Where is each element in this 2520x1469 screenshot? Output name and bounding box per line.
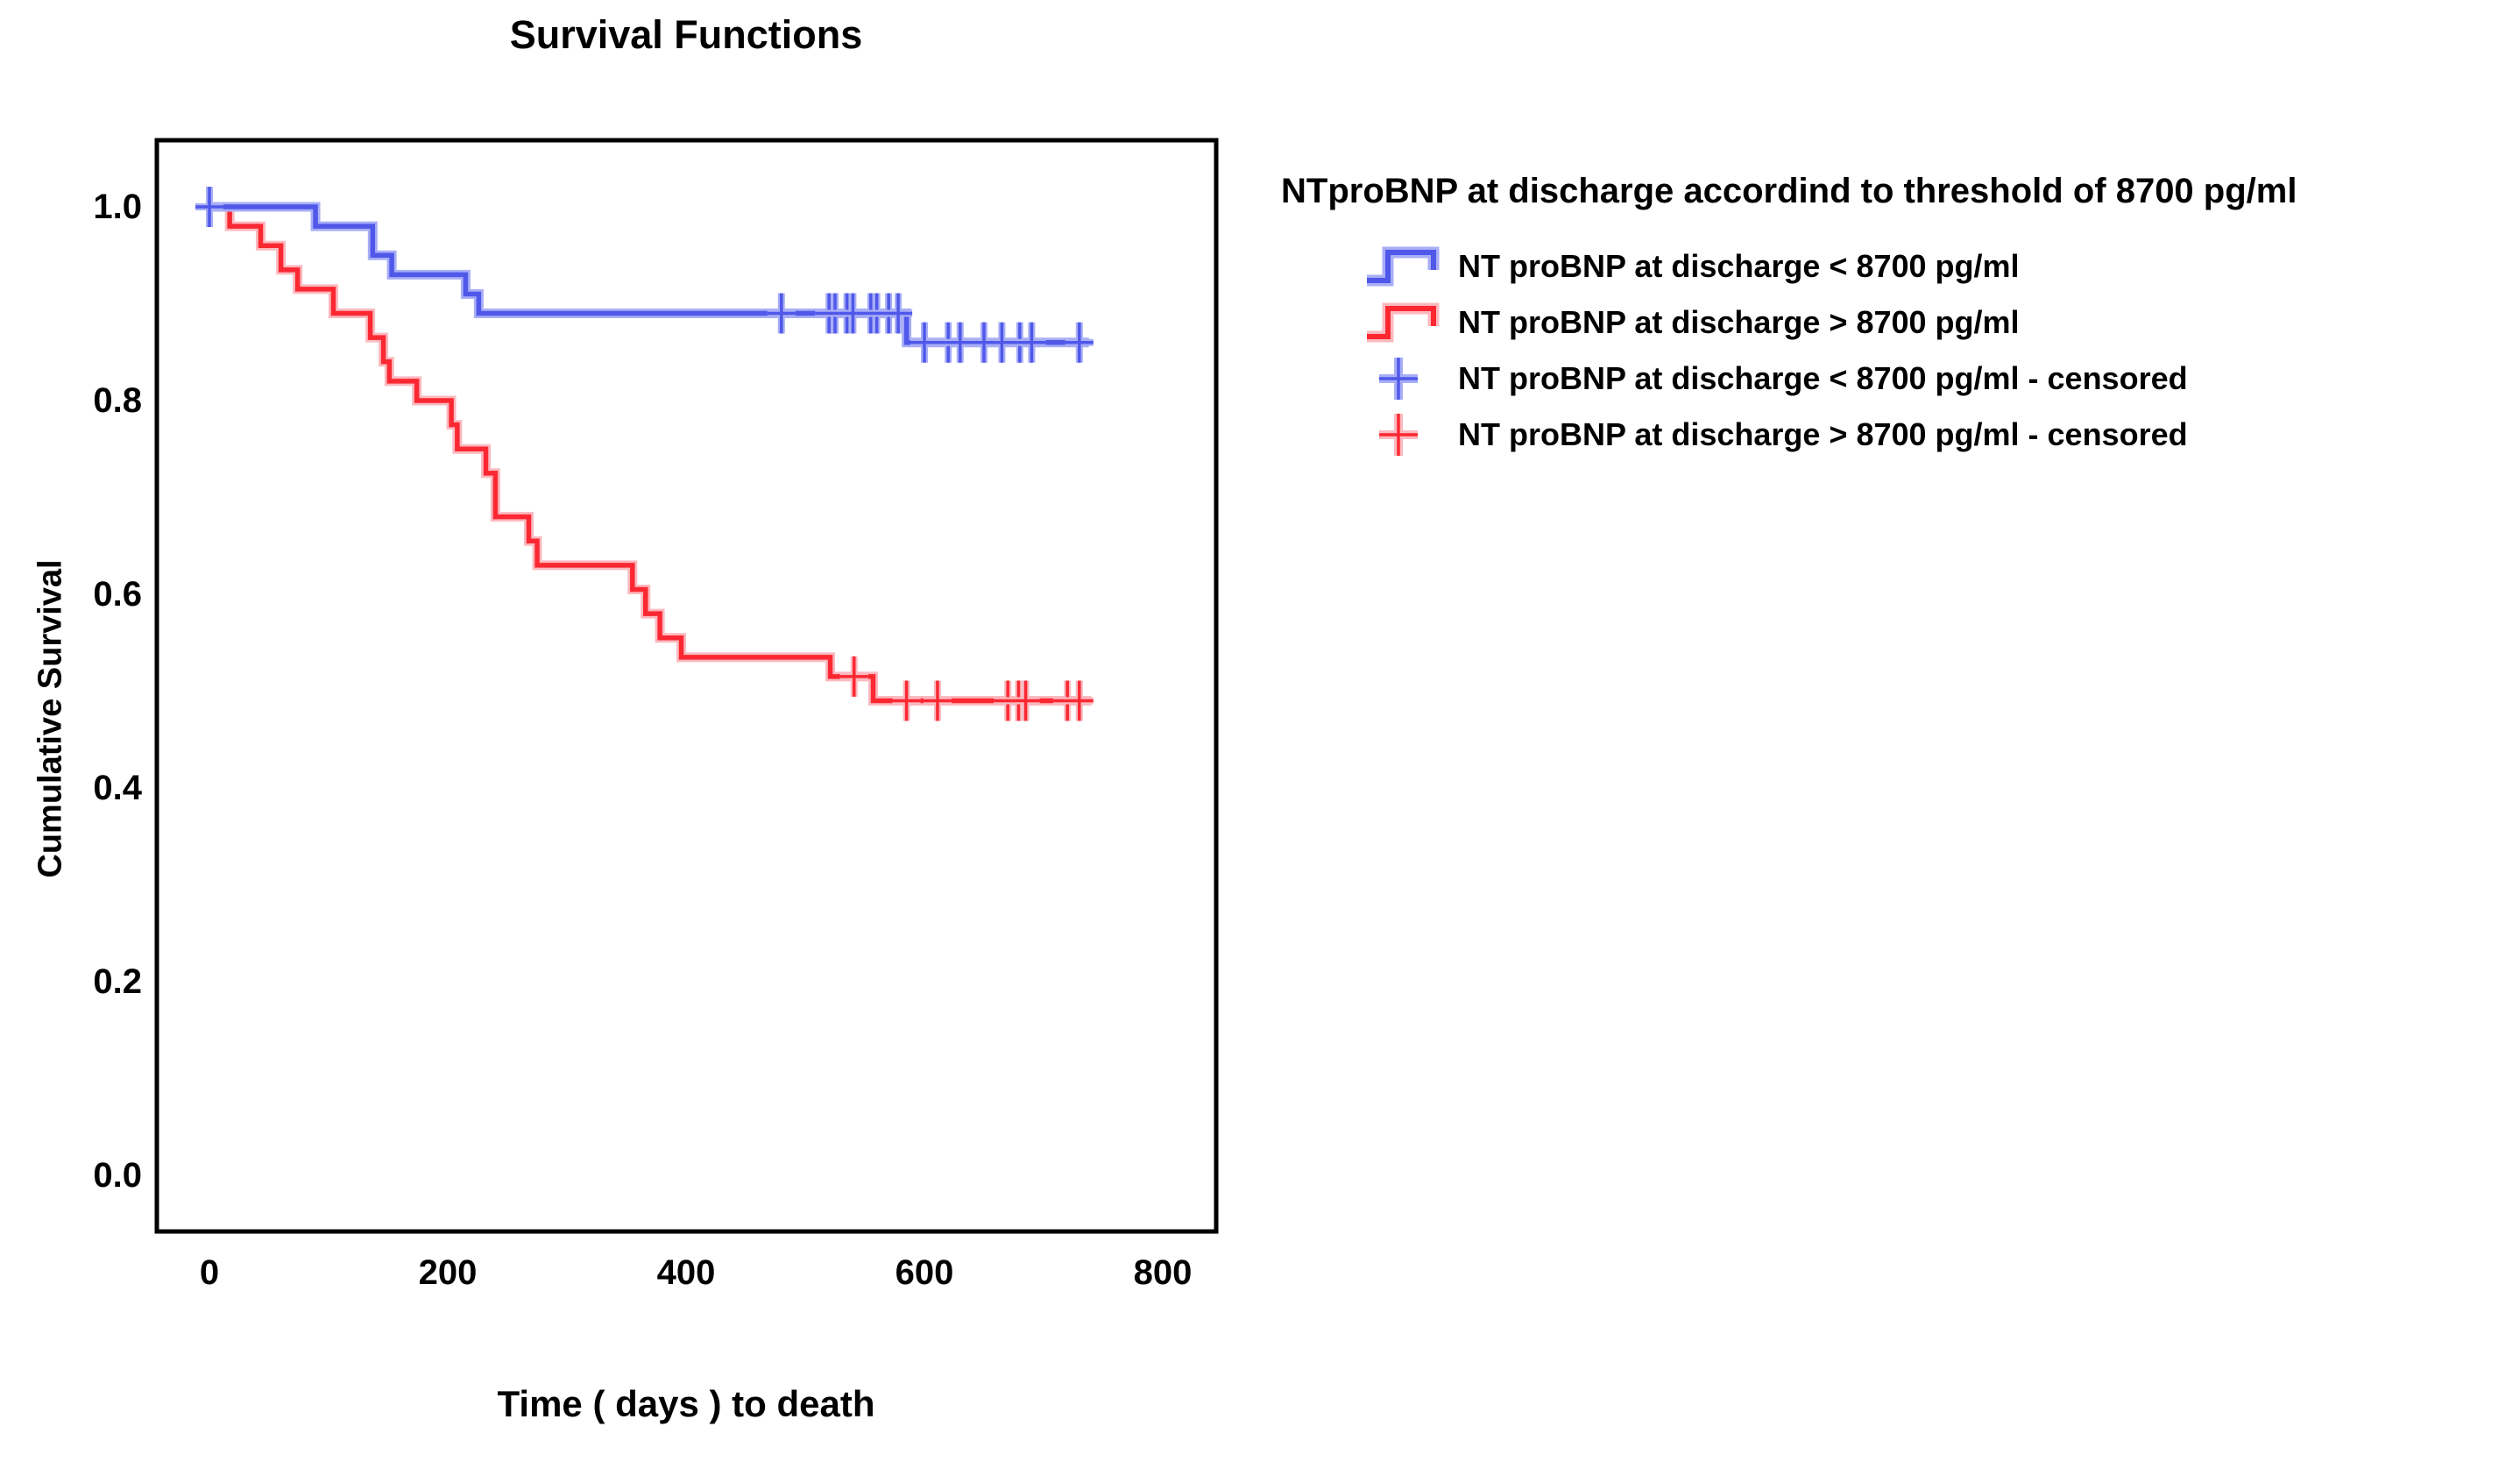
x-axis-title: Time ( days ) to death (497, 1383, 875, 1424)
y-tick-label: 0.6 (93, 575, 142, 614)
legend-item-label: NT proBNP at discharge < 8700 pg/ml - ce… (1458, 360, 2188, 396)
legend-item-label: NT proBNP at discharge < 8700 pg/ml (1458, 248, 2020, 284)
censor-mark (892, 680, 921, 721)
censor-mark (1017, 322, 1046, 363)
y-tick-label: 0.8 (93, 381, 142, 420)
legend-item-below-threshold-censored: NT proBNP at discharge < 8700 pg/ml - ce… (1363, 351, 2188, 407)
legend-item-above-threshold-censored: NT proBNP at discharge > 8700 pg/ml - ce… (1363, 407, 2188, 463)
censor-mark (923, 680, 952, 721)
legend-item-label: NT proBNP at discharge > 8700 pg/ml - ce… (1458, 416, 2188, 452)
km-curve-halo (209, 202, 1092, 706)
y-tick-label: 0.2 (93, 962, 142, 1001)
censor-mark (884, 293, 913, 334)
censor-mark (1065, 322, 1094, 363)
x-tick-label: 0 (199, 1253, 220, 1292)
x-tick-label: 200 (418, 1253, 478, 1292)
censor-mark (1065, 680, 1094, 721)
blue-step-line-icon (1367, 246, 1440, 287)
censor-mark (195, 187, 223, 227)
y-tick-label: 0.0 (93, 1156, 142, 1195)
km-curve (209, 204, 1092, 704)
km-curve (209, 204, 1089, 345)
legend: NTproBNP at discharge accordind to thres… (1281, 172, 2516, 456)
legend-item-above-threshold: NT proBNP at discharge > 8700 pg/ml (1363, 295, 2188, 351)
red-step-line-icon (1367, 302, 1440, 343)
censor-mark (1011, 680, 1040, 721)
censor-mark (945, 322, 974, 363)
legend-item-label: NT proBNP at discharge > 8700 pg/ml (1458, 304, 2020, 340)
legend-item-below-threshold: NT proBNP at discharge < 8700 pg/ml (1363, 238, 2188, 295)
plot-frame (154, 138, 1219, 1234)
y-tick-label: 1.0 (93, 188, 142, 226)
x-tick-label: 400 (656, 1253, 716, 1292)
censor-mark (910, 322, 938, 363)
x-tick-label: 800 (1133, 1253, 1193, 1292)
blue-plus-censored-icon (1379, 358, 1418, 400)
chart-title: Survival Functions (509, 12, 863, 57)
red-plus-censored-icon (1379, 414, 1418, 456)
legend-title: NTproBNP at discharge accordind to thres… (1281, 172, 2297, 210)
censor-mark (839, 656, 868, 697)
legend-rows: NT proBNP at discharge < 8700 pg/ml NT p… (1363, 238, 2188, 463)
x-tick-label: 600 (895, 1253, 954, 1292)
censor-mark (767, 293, 796, 334)
y-tick-label: 0.4 (93, 769, 142, 807)
